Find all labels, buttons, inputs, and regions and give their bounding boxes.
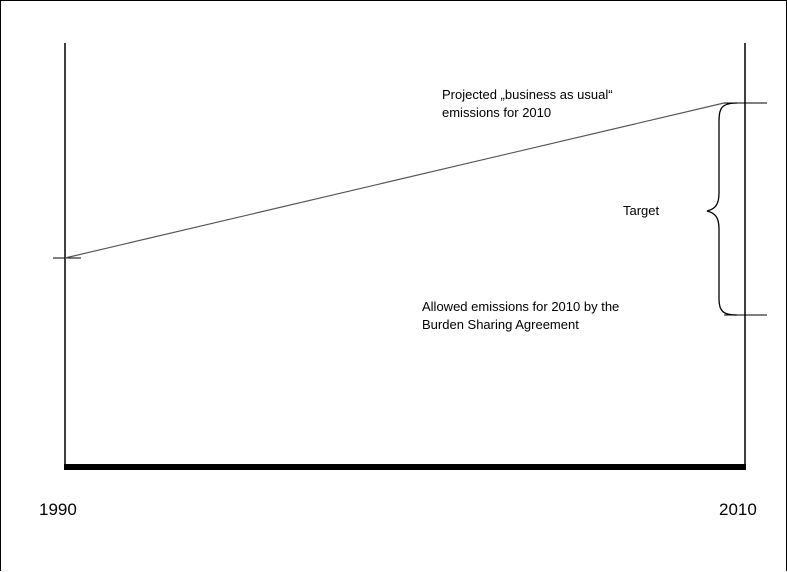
target-brace [706, 102, 738, 316]
projected-label-line1: Projected „business as usual“ [442, 87, 613, 102]
projected-label-line2: emissions for 2010 [442, 105, 552, 120]
business-as-usual-trend-line [64, 102, 725, 259]
year-1990-label: 1990 [39, 500, 77, 519]
target-label: Target [623, 203, 660, 218]
allowed-label-line1: Allowed emissions for 2010 by the [422, 299, 620, 314]
allowed-label-line2: Burden Sharing Agreement [422, 317, 579, 332]
year-2010-label: 2010 [719, 500, 757, 519]
